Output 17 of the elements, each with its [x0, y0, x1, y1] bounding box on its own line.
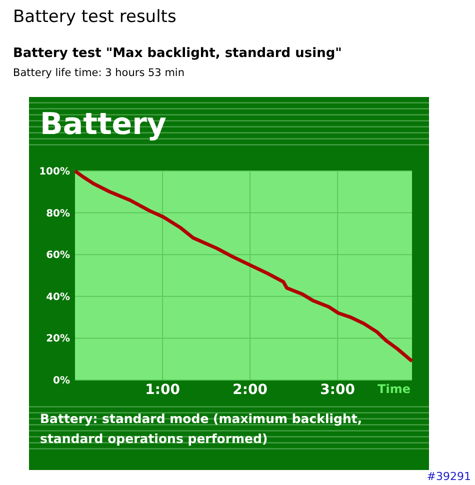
chart-subtitle: Battery test "Max backlight, standard using" — [13, 46, 342, 61]
x-axis-title: Time — [378, 382, 410, 396]
y-tick-label: 80% — [46, 208, 70, 220]
text: #39291 — [426, 470, 471, 483]
x-tick-label: 2:00 — [232, 382, 268, 398]
x-tick-label: 3:00 — [320, 382, 356, 398]
y-tick-label: 20% — [46, 334, 70, 345]
x-tick-label: 1:00 — [145, 382, 180, 398]
line-series — [73, 169, 414, 363]
chart-title: Battery test results — [13, 7, 176, 27]
y-tick-label: 0% — [53, 376, 70, 386]
y-tick-label: 60% — [46, 250, 70, 262]
text: Battery: standard mode (maximum backlight, standard operations performed) — [40, 411, 362, 446]
y-tick-label: 100% — [39, 166, 70, 178]
text: Battery — [40, 107, 167, 142]
text: Battery life time: 3 hours 53 min — [13, 67, 185, 79]
y-tick-label: 40% — [46, 292, 70, 303]
